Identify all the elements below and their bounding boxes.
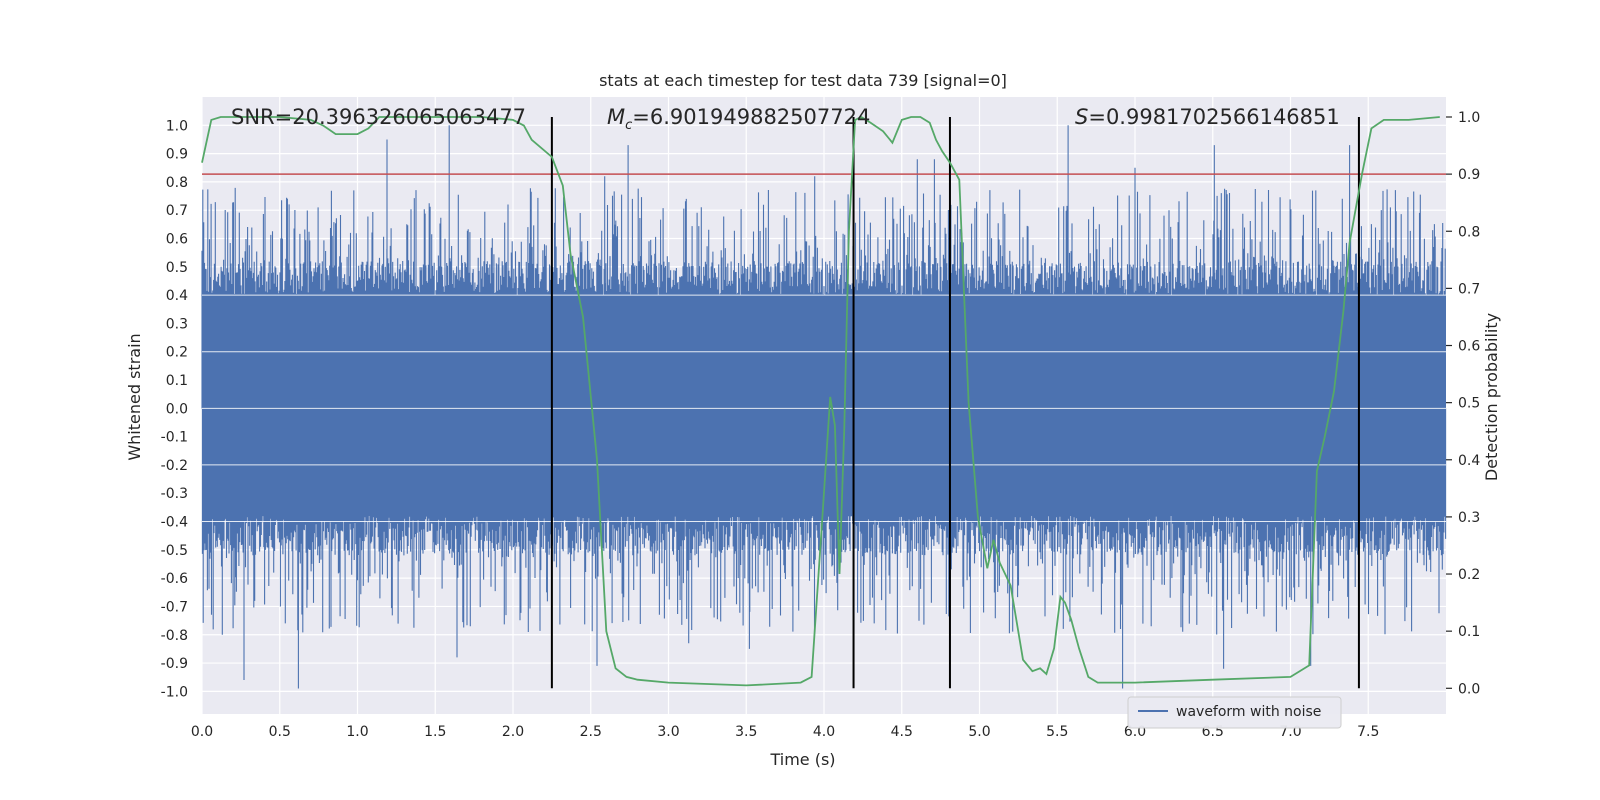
s-symbol: S — [1075, 105, 1088, 129]
y-tick-label: -0.7 — [161, 599, 188, 615]
y-tick-label: 1.0 — [166, 118, 188, 134]
y2-tick-label: 0.6 — [1458, 339, 1480, 355]
y2-tick-label: 0.8 — [1458, 224, 1480, 240]
x-tick-label: 4.0 — [813, 724, 835, 740]
y-axis-label: Whitened strain — [125, 333, 144, 460]
y-tick-label: -1.0 — [161, 684, 188, 700]
chart-title: stats at each timestep for test data 739… — [599, 71, 1007, 90]
y2-tick-label: 1.0 — [1458, 110, 1480, 126]
s-annotation: S=0.9981702566146851 — [1075, 105, 1340, 129]
vertical-markers — [550, 116, 1360, 689]
legend-box — [1127, 696, 1342, 729]
legend: waveform with noise — [1127, 696, 1342, 729]
y2-tick-label: 0.2 — [1458, 567, 1480, 583]
y-tick-label: -0.8 — [161, 628, 188, 644]
x-axis-label: Time (s) — [769, 750, 835, 769]
y2-tick-label: 0.0 — [1458, 681, 1480, 697]
x-tick-label: 1.0 — [346, 724, 368, 740]
x-tick-label: 2.0 — [502, 724, 524, 740]
x-tick-label: 4.5 — [891, 724, 913, 740]
chirp-mass-symbol: M — [607, 105, 625, 129]
y2-axis-label: Detection probability — [1482, 313, 1501, 481]
x-tick-label: 3.5 — [735, 724, 757, 740]
s-value: =0.9981702566146851 — [1088, 105, 1339, 129]
legend-label: waveform with noise — [1176, 704, 1321, 720]
x-tick-label: 0.5 — [269, 724, 291, 740]
probability-line — [201, 115, 1440, 687]
y-tick-label: 0.6 — [166, 232, 188, 248]
y2-tick-label: 0.4 — [1458, 453, 1480, 469]
y-tick-label: 0.5 — [166, 260, 188, 276]
y-tick-label: -0.9 — [161, 656, 188, 672]
y2-tick-label: 0.3 — [1458, 510, 1480, 526]
x-tick-label: 1.5 — [424, 724, 446, 740]
y-axis-ticks: 1.0 0.9 0.8 0.7 0.6 0.5 0.4 0.3 0.2 0.1 0.0 -0.1 -0.… — [161, 118, 188, 700]
y-tick-label: -0.4 — [161, 515, 188, 531]
y-tick-label: 0.1 — [166, 373, 188, 389]
x-tick-label: 7.5 — [1357, 724, 1379, 740]
y2-tick-label: 0.9 — [1458, 167, 1480, 183]
y-tick-label: 0.0 — [166, 401, 188, 417]
y2-axis-ticks: 1.0 0.9 0.8 0.7 0.6 0.5 0.4 0.3 0.2 0.1 0.0 — [1446, 110, 1480, 697]
grid-lines-overlay — [202, 294, 1446, 523]
y-tick-label: -0.3 — [161, 486, 188, 502]
x-tick-label: 5.5 — [1046, 724, 1068, 740]
y2-tick-label: 0.5 — [1458, 396, 1480, 412]
y-tick-label: 0.4 — [166, 288, 188, 304]
y-tick-label: -0.6 — [161, 571, 188, 587]
y-tick-label: 0.3 — [166, 316, 188, 332]
chirp-mass-value: =6.901949882507724 — [632, 105, 870, 129]
y-tick-label: 0.9 — [166, 147, 188, 163]
y-tick-label: 0.8 — [166, 175, 188, 191]
y-tick-label: 0.2 — [166, 345, 188, 361]
y2-tick-label: 0.7 — [1458, 281, 1480, 297]
x-tick-label: 3.0 — [657, 724, 679, 740]
x-tick-label: 2.5 — [580, 724, 602, 740]
y-tick-label: -0.1 — [161, 430, 188, 446]
x-tick-label: 0.0 — [191, 724, 213, 740]
x-tick-label: 5.0 — [968, 724, 990, 740]
chirp-mass-subscript: c — [625, 118, 632, 133]
y2-tick-label: 0.1 — [1458, 624, 1480, 640]
y-tick-label: 0.7 — [166, 203, 188, 219]
chirp-mass-annotation: Mc=6.901949882507724 — [607, 105, 870, 133]
snr-annotation: SNR=20.396326065063477 — [231, 105, 526, 129]
y-tick-label: -0.5 — [161, 543, 188, 559]
y-tick-label: -0.2 — [161, 458, 188, 474]
